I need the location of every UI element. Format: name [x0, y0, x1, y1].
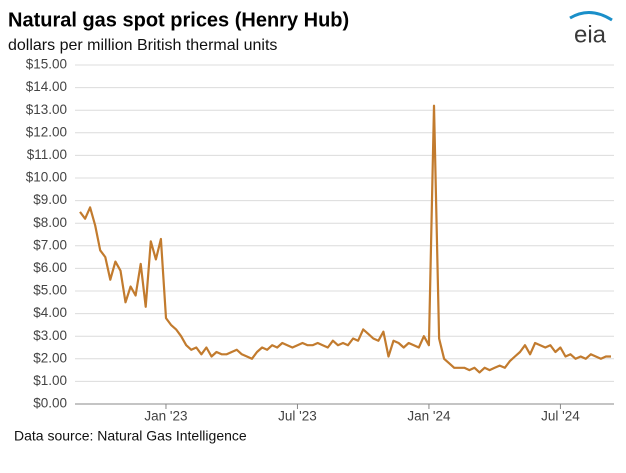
y-tick-label: $1.00	[33, 373, 67, 388]
y-tick-label: $8.00	[33, 215, 67, 230]
source-note: Data source: Natural Gas Intelligence	[14, 428, 247, 444]
y-tick-label: $3.00	[33, 328, 67, 343]
y-tick-label: $14.00	[26, 79, 67, 94]
y-tick-label: $2.00	[33, 350, 67, 365]
y-tick-label: $15.00	[26, 57, 67, 72]
y-tick-label: $0.00	[33, 396, 67, 411]
price-line	[79, 104, 611, 374]
chart-subtitle: dollars per million British thermal unit…	[8, 37, 277, 54]
y-tick-label: $5.00	[33, 283, 67, 298]
y-tick-label: $12.00	[26, 124, 67, 139]
logo: eia	[574, 21, 607, 48]
x-tick-label: Jul '23	[278, 409, 317, 424]
y-tick-label: $13.00	[26, 102, 67, 117]
y-tick-label: $7.00	[33, 237, 67, 252]
logo-arc	[569, 11, 613, 22]
y-tick-label: $10.00	[26, 170, 67, 185]
y-tick-label: $9.00	[33, 192, 67, 207]
y-tick-label: $4.00	[33, 305, 67, 320]
x-tick-label: Jan '24	[407, 409, 451, 424]
chart-title: Natural gas spot prices (Henry Hub)	[8, 9, 349, 31]
x-tick-label: Jan '23	[144, 409, 187, 424]
y-tick-label: $6.00	[33, 260, 67, 275]
x-tick-label: Jul '24	[541, 409, 580, 424]
y-tick-label: $11.00	[27, 147, 67, 162]
